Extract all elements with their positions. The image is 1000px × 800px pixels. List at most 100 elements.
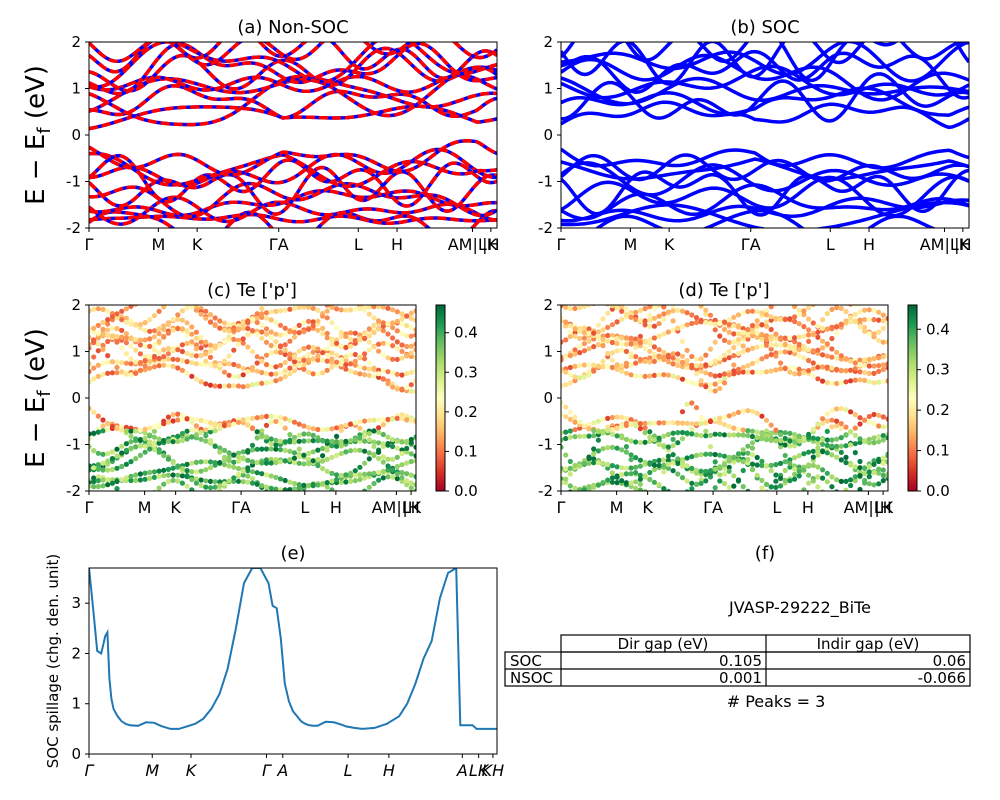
projection-point	[563, 414, 569, 420]
projection-point	[778, 366, 784, 372]
projection-point	[581, 423, 588, 429]
projection-point	[390, 343, 396, 349]
projection-point	[740, 343, 746, 349]
projection-point	[852, 360, 858, 366]
projection-point	[839, 492, 844, 497]
projection-point	[380, 328, 386, 334]
projection-point	[651, 372, 658, 378]
projection-point	[740, 467, 746, 474]
band-line-nsoc	[89, 42, 497, 67]
projection-point	[394, 345, 400, 351]
projection-point	[179, 416, 185, 422]
projection-point	[91, 465, 97, 471]
projection-point	[871, 331, 877, 337]
projection-point	[277, 476, 284, 482]
projection-point	[231, 464, 237, 470]
projection-point	[651, 351, 658, 357]
projection-point	[689, 465, 695, 471]
projection-point	[637, 318, 644, 324]
projection-point	[343, 472, 349, 478]
projection-point	[820, 338, 826, 344]
projection-point	[717, 472, 723, 478]
projection-point	[235, 383, 242, 389]
projection-point	[283, 497, 288, 502]
projection-point	[137, 477, 143, 483]
projection-point	[151, 341, 157, 348]
projection-point	[602, 305, 604, 306]
projection-point	[404, 371, 410, 377]
projection-point	[189, 416, 195, 422]
projection-point	[623, 480, 630, 486]
projection-point	[156, 436, 162, 442]
projection-point	[385, 381, 391, 387]
projection-point	[848, 477, 854, 483]
projection-point	[170, 346, 176, 352]
projection-point	[226, 321, 232, 327]
projection-point	[273, 414, 279, 420]
projection-point	[670, 361, 676, 367]
projection-point	[376, 326, 382, 332]
projection-point	[404, 385, 410, 391]
projection-point	[334, 359, 340, 365]
projection-point	[301, 423, 307, 429]
projection-point	[142, 354, 148, 360]
projection-point	[324, 358, 330, 364]
projection-point	[371, 365, 377, 371]
projection-point	[698, 477, 704, 483]
projection-point	[745, 308, 751, 315]
projection-point	[689, 480, 695, 486]
projection-point	[749, 329, 756, 335]
projection-point	[871, 482, 877, 488]
spillage-line	[89, 568, 497, 730]
projection-point	[754, 369, 760, 375]
projection-point	[586, 330, 592, 336]
projection-point	[310, 344, 316, 350]
projection-point	[137, 321, 143, 328]
projection-point	[249, 328, 256, 334]
projection-point	[273, 437, 279, 443]
projection-point	[282, 359, 288, 366]
projection-point	[740, 369, 746, 375]
projection-point	[591, 433, 597, 439]
projection-point	[605, 350, 611, 356]
projection-point	[600, 446, 606, 452]
projection-point	[343, 354, 349, 360]
projection-point	[91, 376, 97, 382]
ytick-label: 1	[71, 695, 81, 713]
projection-point	[301, 362, 307, 368]
projection-point	[287, 432, 293, 438]
projection-point	[273, 496, 278, 501]
projection-point	[698, 317, 704, 323]
projection-point	[277, 344, 284, 350]
projection-point	[334, 325, 340, 331]
projection-point	[815, 440, 821, 446]
projection-point	[231, 347, 237, 353]
projection-point	[866, 370, 872, 376]
projection-point	[413, 453, 416, 459]
projection-point	[338, 427, 344, 433]
projection-point	[652, 491, 657, 496]
projection-point	[561, 305, 564, 309]
projection-point	[156, 331, 162, 337]
projection-point	[763, 437, 770, 443]
ylabel-top: E − Ef (eV)	[21, 65, 55, 205]
projection-point	[628, 362, 634, 368]
projection-point	[876, 439, 882, 445]
projection-point	[726, 413, 732, 419]
projection-point	[399, 355, 405, 361]
projection-point	[670, 420, 676, 426]
projection-point	[563, 319, 569, 325]
projection-point	[563, 435, 569, 442]
projection-point	[343, 344, 349, 351]
projection-point	[647, 461, 653, 467]
projection-point	[605, 415, 611, 421]
projection-point	[801, 344, 807, 350]
xtick-label: A	[456, 761, 468, 780]
projection-point	[675, 351, 681, 357]
projection-point	[198, 429, 204, 435]
projection-point	[792, 443, 798, 449]
projection-point	[806, 305, 812, 311]
projection-point	[735, 337, 742, 343]
ytick-label: 2	[71, 33, 81, 51]
projection-point	[142, 358, 148, 364]
